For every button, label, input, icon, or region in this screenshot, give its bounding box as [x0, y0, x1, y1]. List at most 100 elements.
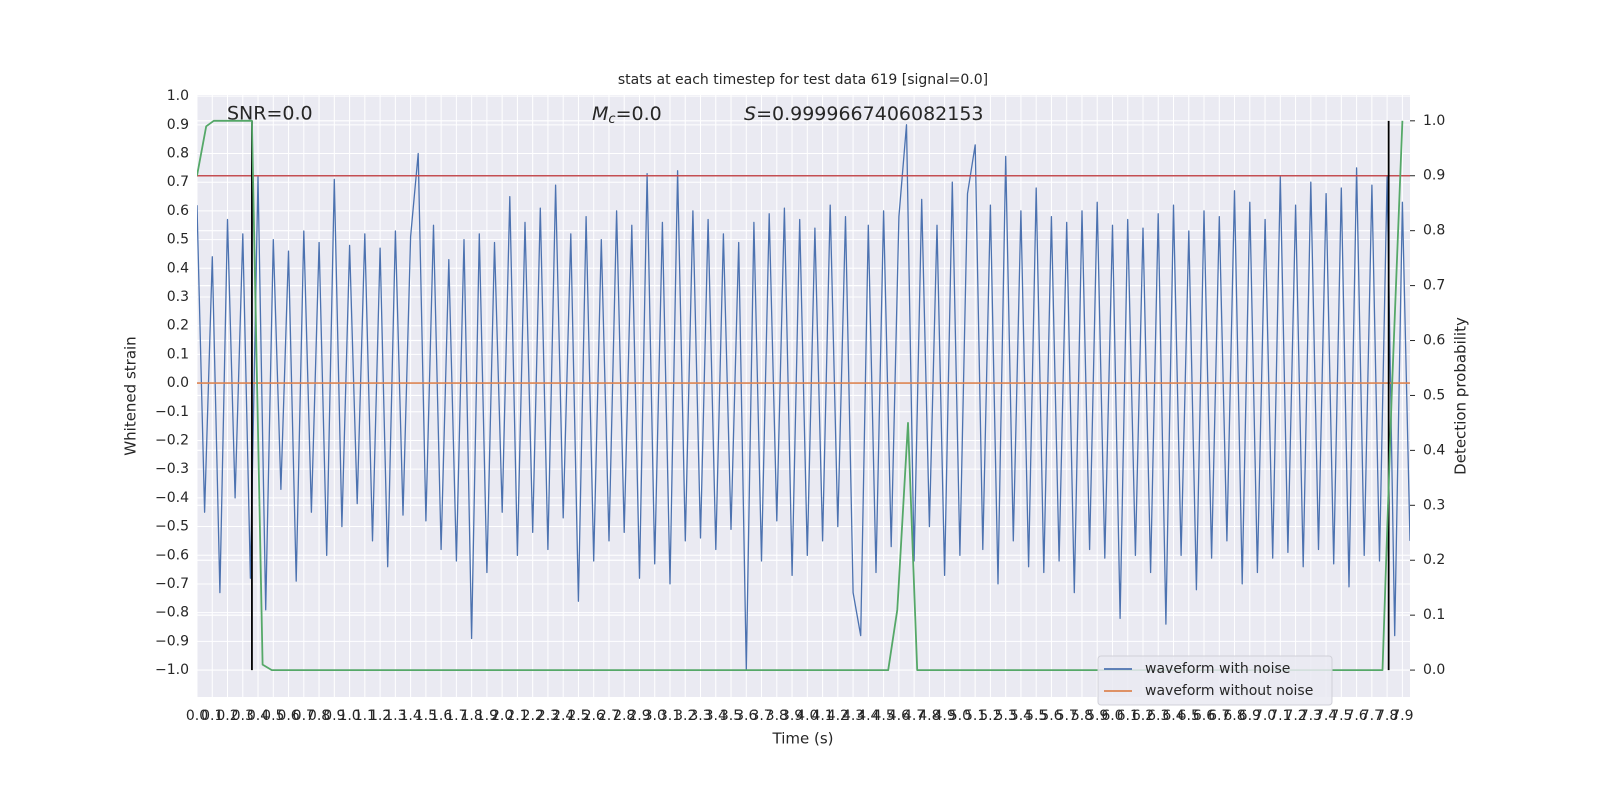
- annotation: S=0.9999667406082153: [744, 103, 984, 125]
- x-tick-label: 7.0: [1254, 708, 1276, 724]
- y-tick-label: 0.6: [167, 203, 189, 219]
- y-tick-label: 0.2: [167, 318, 189, 334]
- x-tick-label: 1.5: [415, 708, 437, 724]
- x-tick-label: 4.2: [827, 708, 849, 724]
- x-tick-label: 1.0: [338, 708, 360, 724]
- x-tick-label: 6.1: [1117, 708, 1139, 724]
- x-tick-label: 5.8: [1071, 708, 1093, 724]
- y-tick-label: −0.6: [155, 547, 189, 563]
- x-tick-label: 4.5: [872, 708, 894, 724]
- y2-tick-label: 0.6: [1423, 333, 1445, 349]
- x-tick-label: 7.2: [1284, 708, 1306, 724]
- annotation-text: =0.0: [616, 103, 662, 125]
- x-tick-label: 2.7: [598, 708, 620, 724]
- x-tick-label: 0.3: [232, 708, 254, 724]
- series-line: [197, 124, 1410, 671]
- y-axis-label: Whitened strain: [122, 336, 140, 455]
- x-tick-label: 1.4: [399, 708, 421, 724]
- x-tick-label: 1.6: [430, 708, 452, 724]
- x-tick-label: 0.0: [186, 708, 208, 724]
- x-tick-label: 5.2: [979, 708, 1001, 724]
- x-tick-label: 2.5: [567, 708, 589, 724]
- x-tick-label: 4.7: [903, 708, 925, 724]
- annotation-subscript: c: [608, 112, 615, 127]
- x-tick-label: 2.1: [506, 708, 528, 724]
- y2-tick-label: 0.1: [1423, 607, 1445, 623]
- y-tick-label: 0.7: [167, 174, 189, 190]
- annotation-symbol: S: [744, 103, 756, 125]
- x-tick-label: 0.6: [277, 708, 299, 724]
- x-tick-label: 3.2: [674, 708, 696, 724]
- y2-axis-label: Detection probability: [1452, 317, 1470, 475]
- probability-line: [197, 119, 1404, 671]
- x-tick-label: 1.3: [384, 708, 406, 724]
- x-tick-label: 5.1: [964, 708, 986, 724]
- x-tick-label: 3.0: [644, 708, 666, 724]
- x-tick-label: 6.5: [1178, 708, 1200, 724]
- annotation: SNR=0.0: [227, 103, 313, 125]
- x-tick-label: 6.0: [1101, 708, 1123, 724]
- y-tick-label: 0.9: [167, 117, 189, 133]
- x-tick-label: 2.3: [537, 708, 559, 724]
- x-tick-label: 3.1: [659, 708, 681, 724]
- y-tick-label: 0.0: [167, 375, 189, 391]
- x-tick-label: 6.4: [1162, 708, 1184, 724]
- x-tick-label: 4.1: [811, 708, 833, 724]
- x-tick-label: 0.8: [308, 708, 330, 724]
- x-tick-label: 6.3: [1147, 708, 1169, 724]
- x-tick-label: 5.6: [1040, 708, 1062, 724]
- legend-label: waveform without noise: [1145, 683, 1313, 699]
- x-tick-label: 3.4: [705, 708, 727, 724]
- x-tick-label: 5.3: [995, 708, 1017, 724]
- x-tick-label: 0.4: [247, 708, 269, 724]
- y2-tick-label: 0.7: [1423, 278, 1445, 294]
- x-tick-label: 6.7: [1208, 708, 1230, 724]
- y2-tick-label: 0.8: [1423, 223, 1445, 239]
- y-tick-label: −0.4: [155, 490, 189, 506]
- x-tick-label: 3.3: [689, 708, 711, 724]
- x-tick-label: 4.9: [934, 708, 956, 724]
- x-tick-label: 5.9: [1086, 708, 1108, 724]
- y-tick-label: −0.8: [155, 605, 189, 621]
- x-tick-label: 5.0: [949, 708, 971, 724]
- x-tick-label: 4.6: [888, 708, 910, 724]
- y-tick-label: 0.5: [167, 232, 189, 248]
- x-tick-label: 5.5: [1025, 708, 1047, 724]
- x-tick-label: 2.8: [613, 708, 635, 724]
- y-tick-label: −0.9: [155, 633, 189, 649]
- x-tick-label: 0.7: [293, 708, 315, 724]
- y-tick-label: −0.5: [155, 519, 189, 535]
- x-axis-label: Time (s): [772, 730, 834, 748]
- y2-tick-label: 0.4: [1423, 442, 1445, 458]
- annotation: Mc=0.0: [592, 103, 662, 127]
- y-tick-label: 1.0: [167, 88, 189, 104]
- x-tick-label: 4.8: [918, 708, 940, 724]
- x-tick-label: 3.9: [781, 708, 803, 724]
- chart-title: stats at each timestep for test data 619…: [618, 72, 988, 88]
- x-tick-label: 7.4: [1315, 708, 1337, 724]
- y-tick-label: 0.4: [167, 260, 189, 276]
- y2-tick-label: 1.0: [1423, 113, 1445, 129]
- x-tick-label: 7.1: [1269, 708, 1291, 724]
- annotation-text: =0.9999667406082153: [756, 103, 983, 125]
- x-tick-label: 7.5: [1330, 708, 1352, 724]
- x-tick-label: 2.9: [628, 708, 650, 724]
- y2-tick-label: 0.5: [1423, 387, 1445, 403]
- x-tick-label: 2.6: [583, 708, 605, 724]
- x-tick-label: 6.6: [1193, 708, 1215, 724]
- x-tick-label: 0.5: [262, 708, 284, 724]
- x-tick-label: 1.1: [354, 708, 376, 724]
- x-tick-label: 6.9: [1239, 708, 1261, 724]
- x-tick-label: 1.2: [369, 708, 391, 724]
- y-tick-label: 0.3: [167, 289, 189, 305]
- x-tick-label: 3.8: [766, 708, 788, 724]
- y-tick-label: −0.2: [155, 432, 189, 448]
- x-tick-label: 2.4: [552, 708, 574, 724]
- x-tick-label: 6.2: [1132, 708, 1154, 724]
- x-tick-label: 0.1: [201, 708, 223, 724]
- x-tick-label: 7.8: [1376, 708, 1398, 724]
- x-tick-label: 2.2: [522, 708, 544, 724]
- x-tick-label: 7.3: [1300, 708, 1322, 724]
- y2-tick-label: 0.0: [1423, 662, 1445, 678]
